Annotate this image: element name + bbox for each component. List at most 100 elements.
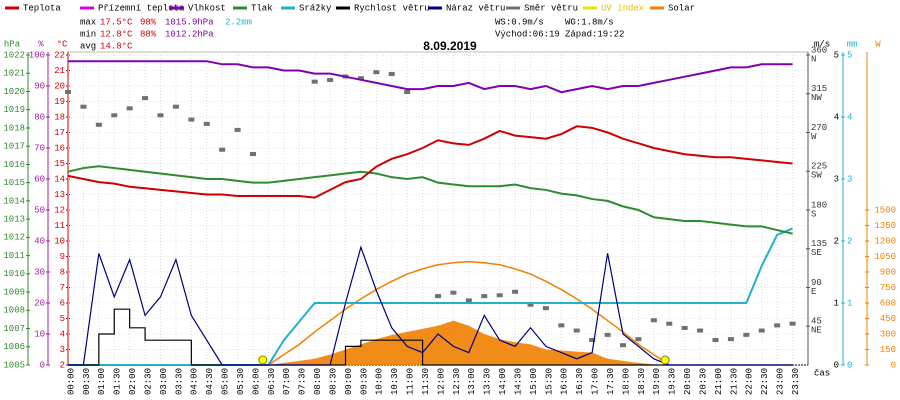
y-tick-label: 1016 bbox=[3, 160, 25, 170]
y-tick-label: 0 bbox=[891, 360, 896, 370]
x-tick-label: 10:30 bbox=[390, 368, 400, 395]
stat-text: min bbox=[80, 29, 96, 39]
series-line bbox=[67, 165, 793, 235]
y-tick-label: 5 bbox=[834, 50, 839, 60]
y-tick-label: 0 bbox=[847, 360, 852, 370]
y-tick-label: 1022 bbox=[3, 50, 25, 60]
stat-text: 14.8°C bbox=[100, 41, 133, 51]
y-tick-label: 100 bbox=[29, 50, 45, 60]
y-tick-label: 1014 bbox=[3, 196, 25, 206]
y-tick-label: 10 bbox=[54, 236, 65, 246]
direction-point bbox=[589, 338, 596, 343]
axis-title: W bbox=[875, 39, 881, 49]
y-tick-label: 1021 bbox=[3, 69, 25, 79]
stat-text: max bbox=[80, 17, 96, 27]
series-line bbox=[67, 125, 793, 199]
y-tick-label: 300 bbox=[880, 329, 896, 339]
legend-label: UV index bbox=[601, 3, 644, 13]
x-tick-label: 07:00 bbox=[282, 368, 292, 395]
direction-point bbox=[373, 70, 380, 75]
legend-label: Náraz větru bbox=[446, 3, 505, 13]
direction-point bbox=[219, 147, 226, 152]
direction-point bbox=[142, 96, 149, 101]
y-tick-label: E bbox=[811, 287, 816, 297]
y-tick-label: 2 bbox=[834, 236, 839, 246]
x-tick-label: 18:30 bbox=[637, 368, 647, 395]
y-tick-label: 70 bbox=[34, 143, 45, 153]
y-tick-label: 1007 bbox=[3, 324, 25, 334]
x-tick-label: 22:00 bbox=[745, 368, 755, 395]
y-tick-label: 1200 bbox=[874, 236, 896, 246]
direction-point bbox=[157, 113, 164, 118]
y-tick-label: NE bbox=[811, 326, 822, 336]
y-tick-label: 15 bbox=[54, 159, 65, 169]
direction-point bbox=[681, 325, 688, 330]
y-tick-label: 19 bbox=[54, 97, 65, 107]
y-tick-label: 8 bbox=[60, 267, 65, 277]
series-line bbox=[68, 60, 793, 94]
y-tick-label: 6 bbox=[60, 298, 65, 308]
y-tick-label: 270 bbox=[811, 123, 827, 133]
y-tick-label: 4 bbox=[834, 112, 839, 122]
y-tick-label: W bbox=[811, 132, 817, 142]
x-tick-label: 00:30 bbox=[82, 368, 92, 395]
y-tick-label: 10 bbox=[34, 329, 45, 339]
direction-point bbox=[650, 318, 657, 323]
y-tick-label: 315 bbox=[811, 84, 827, 94]
direction-point bbox=[635, 337, 642, 342]
y-tick-label: 750 bbox=[880, 283, 896, 293]
y-tick-label: 5 bbox=[847, 50, 852, 60]
y-tick-label: 1011 bbox=[3, 251, 25, 261]
x-tick-label: 09:00 bbox=[344, 368, 354, 395]
direction-point bbox=[712, 338, 719, 343]
y-tick-label: 1050 bbox=[874, 252, 896, 262]
direction-point bbox=[789, 321, 796, 326]
y-tick-label: 90 bbox=[811, 278, 822, 288]
x-tick-label: 20:00 bbox=[683, 368, 693, 395]
stat-text: Východ:06:19 bbox=[495, 29, 560, 39]
direction-point bbox=[188, 117, 195, 122]
direction-point bbox=[620, 343, 626, 348]
x-tick-label: 23:00 bbox=[776, 368, 786, 395]
y-tick-label: 5 bbox=[60, 314, 65, 324]
y-tick-label: 0 bbox=[40, 360, 45, 370]
x-tick-label: 11:00 bbox=[406, 368, 416, 395]
x-tick-label: 10:00 bbox=[375, 368, 385, 395]
series-line bbox=[68, 227, 793, 366]
axis-title: % bbox=[38, 39, 44, 49]
direction-point bbox=[203, 121, 210, 126]
x-tick-label: 01:00 bbox=[97, 368, 107, 395]
y-tick-label: SE bbox=[811, 248, 822, 258]
x-tick-label: 21:00 bbox=[714, 368, 724, 395]
x-tick-label: 21:30 bbox=[729, 368, 739, 395]
stat-text: WG:1.8m/s bbox=[565, 17, 614, 27]
x-axis-label: čas bbox=[814, 368, 830, 378]
direction-point bbox=[311, 79, 318, 84]
y-tick-label: 12 bbox=[54, 205, 65, 215]
sun-marker bbox=[258, 355, 268, 365]
direction-point bbox=[327, 77, 334, 82]
legend-label: Rychlost větru bbox=[354, 3, 430, 13]
y-tick-label: 40 bbox=[34, 236, 45, 246]
y-tick-label: 11 bbox=[54, 221, 65, 231]
y-tick-label: 30 bbox=[34, 267, 45, 277]
x-tick-label: 19:30 bbox=[668, 368, 678, 395]
y-tick-label: 50 bbox=[34, 205, 45, 215]
stat-text: 88% bbox=[140, 29, 157, 39]
x-tick-label: 08:30 bbox=[328, 368, 338, 395]
direction-point bbox=[666, 321, 673, 326]
y-tick-label: 1005 bbox=[3, 360, 25, 370]
y-tick-label: N bbox=[811, 54, 816, 64]
x-tick-label: 16:30 bbox=[575, 368, 585, 395]
stat-text: 12.8°C bbox=[100, 29, 133, 39]
y-tick-label: 4 bbox=[60, 329, 65, 339]
x-tick-label: 08:00 bbox=[313, 368, 323, 395]
x-tick-label: 12:00 bbox=[436, 368, 446, 395]
y-tick-label: 80 bbox=[34, 112, 45, 122]
axis-title: hPa bbox=[4, 39, 21, 49]
direction-point bbox=[481, 294, 488, 299]
y-tick-label: 0 bbox=[834, 360, 839, 370]
y-tick-label: 16 bbox=[54, 143, 65, 153]
x-tick-label: 06:30 bbox=[267, 368, 277, 395]
direction-point bbox=[450, 290, 457, 295]
